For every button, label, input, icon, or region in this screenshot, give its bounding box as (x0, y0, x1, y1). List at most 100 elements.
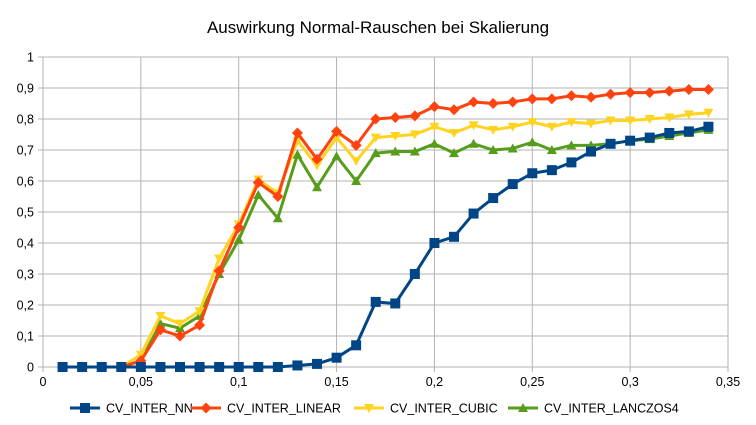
data-point-cv-inter-nn (527, 168, 538, 179)
series-line-cv-inter-nn (62, 125, 709, 369)
data-point-cv-inter-lanczos4 (409, 146, 420, 156)
data-point-cv-inter-cubic (468, 121, 479, 131)
data-point-cv-inter-lanczos4 (566, 140, 577, 150)
series-area (57, 84, 714, 373)
data-point-cv-inter-linear (233, 222, 245, 233)
data-point-cv-inter-linear (252, 177, 264, 189)
data-point-cv-inter-linear (291, 127, 303, 139)
data-point-cv-inter-lanczos4 (370, 148, 381, 158)
data-point-cv-inter-linear (487, 98, 499, 109)
data-point-cv-inter-nn (272, 362, 283, 372)
data-point-cv-inter-nn (586, 146, 596, 157)
axes: 0 0,1 0,2 0,3 0,4 0,5 0,6 0,7 0,8 0,9 1 0 0,05 0,1 0,1… (17, 51, 741, 390)
data-point-cv-inter-nn (253, 362, 264, 372)
data-point-cv-inter-linear (194, 319, 206, 331)
data-point-cv-inter-linear (448, 104, 460, 116)
data-point-cv-inter-linear (702, 84, 714, 96)
x-tick-label: 0,05 (129, 375, 153, 389)
y-tick-label: 0,4 (17, 237, 34, 251)
legend-label-cv-inter-cubic: CV_INTER_CUBIC (390, 402, 498, 416)
data-point-cv-inter-lanczos4 (449, 148, 459, 158)
data-point-cv-inter-nn (370, 296, 381, 307)
data-point-cv-inter-cubic (390, 132, 401, 142)
data-point-cv-inter-nn (468, 208, 479, 219)
grid (42, 56, 729, 368)
data-point-cv-inter-linear (644, 87, 656, 99)
data-point-cv-inter-lanczos4 (292, 149, 303, 159)
data-point-cv-inter-linear (663, 85, 675, 97)
data-point-cv-inter-cubic (370, 133, 381, 143)
data-point-cv-inter-linear (683, 84, 695, 96)
data-point-cv-inter-cubic (488, 125, 499, 135)
data-point-cv-inter-nn (233, 362, 244, 372)
data-point-cv-inter-cubic (664, 113, 675, 123)
data-point-cv-inter-linear (389, 111, 401, 123)
data-point-cv-inter-nn (312, 358, 322, 369)
data-point-cv-inter-linear (546, 93, 558, 105)
data-point-cv-inter-lanczos4 (233, 234, 244, 244)
legend-label-cv-inter-lanczos4: CV_INTER_LANCZOS4 (544, 402, 679, 416)
data-point-cv-inter-nn (194, 362, 205, 372)
data-point-cv-inter-lanczos4 (507, 143, 518, 153)
legend-marker-cv-inter-lanczos4 (518, 403, 528, 412)
data-point-cv-inter-linear (526, 93, 538, 105)
legend-marker-cv-inter-linear (200, 402, 212, 414)
data-point-cv-inter-nn (605, 138, 616, 149)
legend-marker-cv-inter-nn (80, 403, 90, 413)
data-point-cv-inter-lanczos4 (527, 137, 538, 147)
data-point-cv-inter-nn (566, 157, 577, 168)
data-point-cv-inter-linear (174, 330, 186, 342)
data-point-cv-inter-nn (155, 362, 166, 372)
data-point-cv-inter-cubic (683, 110, 694, 120)
data-point-cv-inter-cubic (214, 254, 225, 264)
data-point-cv-inter-nn (449, 231, 459, 242)
legend-item-cv-inter-lanczos4: CV_INTER_LANCZOS4 (508, 402, 679, 416)
data-point-cv-inter-nn (409, 269, 420, 279)
data-point-cv-inter-linear (565, 90, 577, 102)
data-point-cv-inter-cubic (605, 116, 616, 126)
data-point-cv-inter-lanczos4 (546, 145, 557, 154)
legend-label-cv-inter-nn: CV_INTER_NN (106, 402, 193, 416)
data-point-cv-inter-nn (77, 362, 88, 372)
series-cv-inter-linear (57, 84, 714, 373)
data-point-cv-inter-linear (331, 125, 343, 137)
data-point-cv-inter-lanczos4 (312, 182, 322, 192)
data-point-cv-inter-linear (507, 96, 519, 108)
data-point-cv-inter-lanczos4 (429, 138, 440, 148)
data-point-cv-inter-cubic (135, 350, 146, 360)
data-point-cv-inter-lanczos4 (468, 138, 479, 148)
data-point-cv-inter-nn (683, 126, 694, 137)
y-tick-label: 0 (27, 361, 34, 375)
y-tick-label: 0,6 (17, 175, 34, 189)
data-point-cv-inter-linear (272, 191, 284, 202)
series-cv-inter-lanczos4 (57, 124, 714, 371)
data-point-cv-inter-cubic (449, 128, 459, 138)
data-point-cv-inter-cubic (351, 156, 362, 166)
data-point-cv-inter-nn (488, 193, 499, 204)
data-point-cv-inter-nn (175, 362, 185, 372)
data-point-cv-inter-cubic (429, 122, 440, 132)
data-point-cv-inter-cubic (566, 118, 577, 128)
data-point-cv-inter-linear (350, 139, 362, 151)
data-point-cv-inter-linear (468, 96, 480, 108)
data-point-cv-inter-cubic (155, 311, 166, 321)
data-point-cv-inter-nn (214, 362, 225, 372)
data-point-cv-inter-nn (116, 362, 127, 372)
data-point-cv-inter-nn (57, 362, 68, 372)
y-tick-label: 0,5 (17, 206, 34, 220)
y-tick-label: 1 (27, 51, 34, 65)
x-tick-label: 0,25 (520, 375, 544, 389)
data-point-cv-inter-nn (644, 132, 655, 143)
data-point-cv-inter-nn (331, 352, 342, 363)
data-point-cv-inter-cubic (644, 115, 655, 124)
data-point-cv-inter-nn (96, 362, 107, 372)
legend-item-cv-inter-linear: CV_INTER_LINEAR (191, 402, 341, 416)
data-point-cv-inter-cubic (703, 108, 714, 118)
x-tick-label: 0,3 (621, 375, 638, 389)
data-point-cv-inter-cubic (409, 130, 420, 140)
data-point-cv-inter-lanczos4 (155, 318, 166, 328)
data-point-cv-inter-cubic (507, 122, 518, 132)
series-line-cv-inter-linear (62, 88, 709, 369)
data-point-cv-inter-lanczos4 (272, 213, 283, 223)
